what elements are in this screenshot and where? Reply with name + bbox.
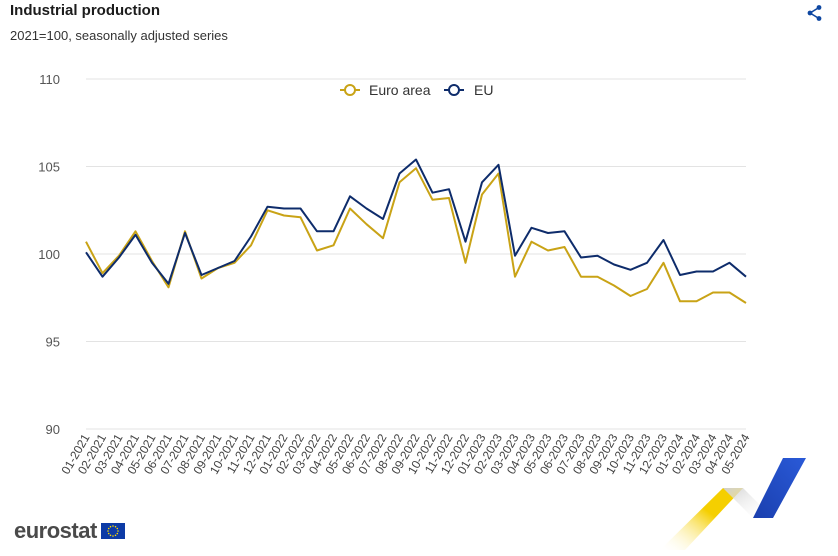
x-axis-ticks: 01-202102-202103-202104-202105-202106-20…: [58, 431, 752, 476]
eu-flag-icon: [100, 523, 125, 539]
legend: Euro area EU: [340, 82, 493, 98]
series-lines: [85, 158, 747, 304]
legend-label: Euro area: [369, 82, 431, 98]
y-tick-label: 95: [46, 335, 60, 350]
legend-label: EU: [474, 82, 493, 98]
grid-lines: [86, 78, 746, 430]
series-line-eu: [85, 158, 747, 285]
chart-subtitle: 2021=100, seasonally adjusted series: [10, 28, 228, 43]
y-tick-label: 100: [38, 247, 60, 262]
legend-marker: [344, 84, 356, 96]
eurostat-swoosh-decoration: [660, 458, 806, 550]
legend-marker: [448, 84, 460, 96]
chart-title: Industrial production: [10, 2, 160, 19]
y-tick-label: 90: [46, 422, 60, 437]
y-tick-label: 110: [39, 72, 60, 87]
y-axis-ticks: 90 95 100 105 110: [38, 72, 60, 437]
eurostat-brand-text: eurostat: [14, 518, 97, 543]
eurostat-logo: eurostat: [14, 518, 125, 544]
industrial-production-line-chart: 90 95 100 105 110 01-202102-202103-202104-20…: [38, 72, 752, 477]
share-icon[interactable]: [806, 4, 824, 22]
y-tick-label: 105: [38, 160, 60, 175]
